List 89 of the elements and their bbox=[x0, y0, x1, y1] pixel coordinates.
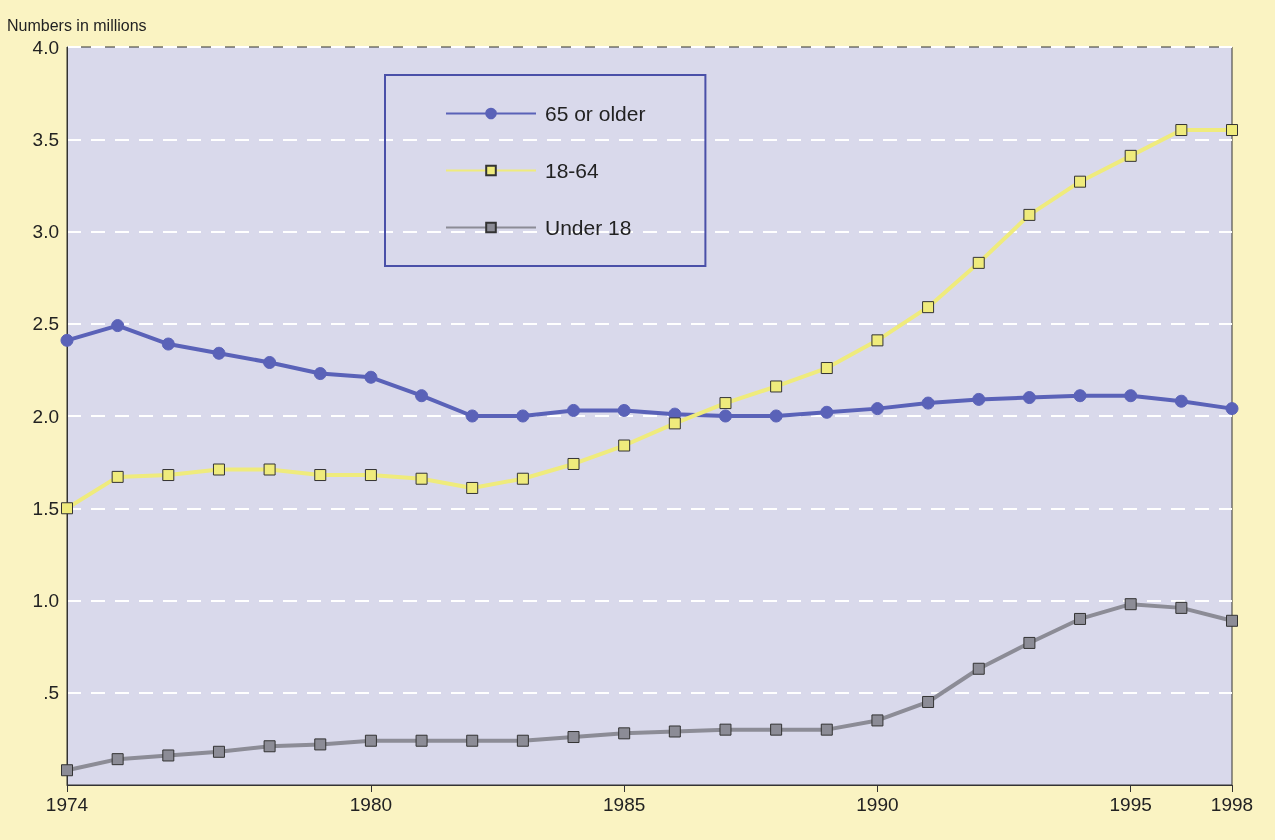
point bbox=[1124, 389, 1138, 403]
point bbox=[769, 409, 783, 423]
point bbox=[972, 392, 986, 406]
point bbox=[1175, 601, 1188, 614]
y-axis-title: Numbers in millions bbox=[7, 16, 147, 34]
point bbox=[820, 405, 834, 419]
point bbox=[60, 333, 74, 347]
x-tick-label: 1980 bbox=[349, 794, 393, 815]
point bbox=[567, 457, 580, 470]
point bbox=[618, 727, 631, 740]
point bbox=[162, 469, 175, 482]
x-tick-label: 1998 bbox=[1210, 794, 1254, 815]
y-tick-label: 1.0 bbox=[32, 590, 59, 611]
point bbox=[1074, 612, 1087, 625]
point bbox=[1226, 124, 1238, 137]
point bbox=[466, 481, 479, 494]
point bbox=[162, 749, 175, 762]
point bbox=[719, 397, 732, 410]
point bbox=[364, 370, 378, 384]
point bbox=[668, 417, 681, 430]
y-tick-label: 3.5 bbox=[32, 128, 59, 150]
point bbox=[111, 319, 125, 333]
x-tick-label: 1985 bbox=[603, 794, 646, 815]
point bbox=[263, 740, 276, 753]
y-tick-label: 1.5 bbox=[32, 497, 59, 519]
point bbox=[415, 734, 428, 747]
y-tick-label: .5 bbox=[43, 682, 59, 704]
x-tick-label: 1995 bbox=[1109, 794, 1152, 815]
point bbox=[820, 723, 833, 736]
point bbox=[314, 738, 327, 751]
point bbox=[870, 402, 884, 416]
point bbox=[516, 472, 529, 485]
point bbox=[212, 745, 225, 758]
point bbox=[972, 662, 985, 675]
point bbox=[516, 409, 530, 423]
point bbox=[111, 470, 124, 483]
point bbox=[314, 469, 327, 482]
point bbox=[770, 380, 783, 393]
point bbox=[1124, 598, 1137, 611]
point bbox=[465, 409, 479, 423]
point bbox=[1124, 149, 1137, 162]
point bbox=[871, 714, 884, 727]
point bbox=[1023, 636, 1036, 649]
point bbox=[1175, 124, 1188, 137]
point bbox=[668, 725, 681, 738]
point bbox=[921, 396, 935, 410]
point bbox=[415, 389, 429, 403]
point bbox=[618, 439, 631, 452]
point bbox=[719, 723, 732, 736]
point bbox=[567, 403, 581, 417]
point bbox=[466, 734, 479, 747]
point bbox=[1022, 391, 1036, 405]
point bbox=[161, 337, 175, 351]
point bbox=[61, 502, 73, 515]
point bbox=[61, 764, 73, 777]
point bbox=[922, 301, 935, 314]
point bbox=[212, 346, 226, 360]
point bbox=[567, 731, 580, 744]
point bbox=[415, 472, 428, 485]
y-tick-label: 2.5 bbox=[32, 313, 59, 335]
point bbox=[1225, 402, 1239, 416]
legend-label: 18-64 bbox=[545, 159, 600, 182]
point bbox=[922, 695, 935, 708]
point bbox=[718, 409, 732, 423]
y-tick-label: 2.0 bbox=[32, 405, 59, 427]
point bbox=[770, 723, 783, 736]
legend-label: Under 18 bbox=[545, 216, 632, 239]
point bbox=[263, 356, 277, 369]
x-tick-label: 1990 bbox=[856, 794, 899, 815]
point bbox=[364, 734, 377, 747]
point bbox=[1073, 389, 1087, 403]
y-tick-label: 4.0 bbox=[32, 36, 59, 58]
point bbox=[364, 469, 377, 482]
point bbox=[516, 734, 529, 747]
point bbox=[820, 362, 833, 375]
point bbox=[1023, 208, 1036, 221]
point bbox=[1174, 394, 1188, 408]
point bbox=[212, 463, 225, 476]
x-tick-label: 1974 bbox=[45, 794, 89, 815]
point bbox=[1074, 175, 1087, 188]
point bbox=[972, 256, 985, 269]
y-tick-label: 3.0 bbox=[32, 221, 59, 242]
point bbox=[1226, 614, 1238, 627]
point bbox=[871, 334, 884, 347]
legend-label: 65 or older bbox=[545, 102, 646, 125]
point bbox=[263, 463, 276, 476]
point bbox=[313, 367, 327, 381]
point bbox=[111, 753, 124, 766]
point bbox=[617, 403, 631, 417]
